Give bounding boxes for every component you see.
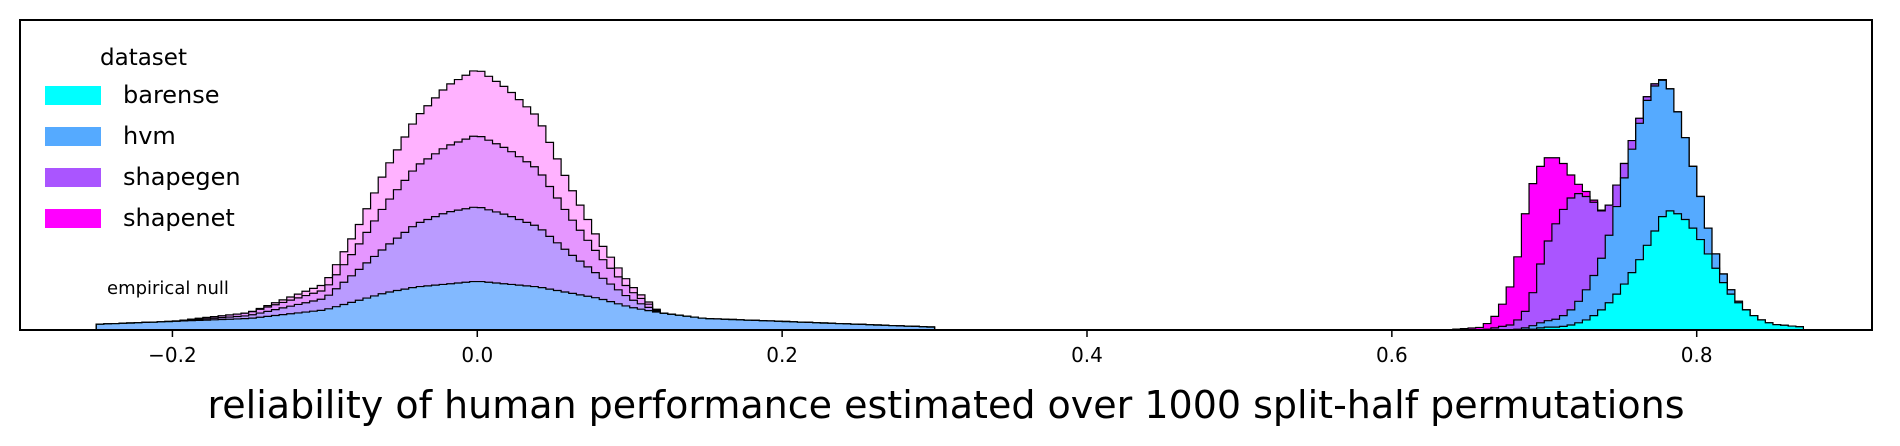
null-barense-area: [95, 280, 936, 331]
observed-distribution-group: [1444, 78, 1805, 331]
x-tick-label: 0.2: [766, 343, 798, 367]
legend-label-barense: barense: [123, 81, 220, 109]
observed-barense-area: [1445, 210, 1805, 331]
null-distribution-group: [95, 70, 936, 331]
legend-title: dataset: [100, 45, 187, 71]
empirical-null-annotation: empirical null: [107, 278, 229, 299]
x-tick-label: 0.6: [1376, 343, 1408, 367]
x-axis-label: reliability of human performance estimat…: [208, 383, 1685, 427]
x-tick-label: −0.2: [148, 343, 197, 367]
x-tick-label: 0.0: [461, 343, 493, 367]
x-tick-label: 0.4: [1071, 343, 1103, 367]
legend-swatch-hvm: [45, 127, 101, 146]
plot-frame: [19, 19, 1873, 331]
legend-swatch-shapenet: [45, 209, 101, 228]
legend-swatch-shapegen: [45, 168, 101, 187]
legend-swatch-barense: [45, 86, 101, 105]
legend-label-hvm: hvm: [123, 122, 176, 150]
legend: dataset barense hvm shapegen shapenet: [45, 45, 241, 232]
legend-label-shapegen: shapegen: [123, 163, 241, 191]
x-tick-label: 0.8: [1681, 343, 1713, 367]
legend-label-shapenet: shapenet: [123, 204, 235, 232]
x-axis-ticks: −0.2 0.0 0.2 0.4 0.6 0.8: [148, 330, 1713, 367]
